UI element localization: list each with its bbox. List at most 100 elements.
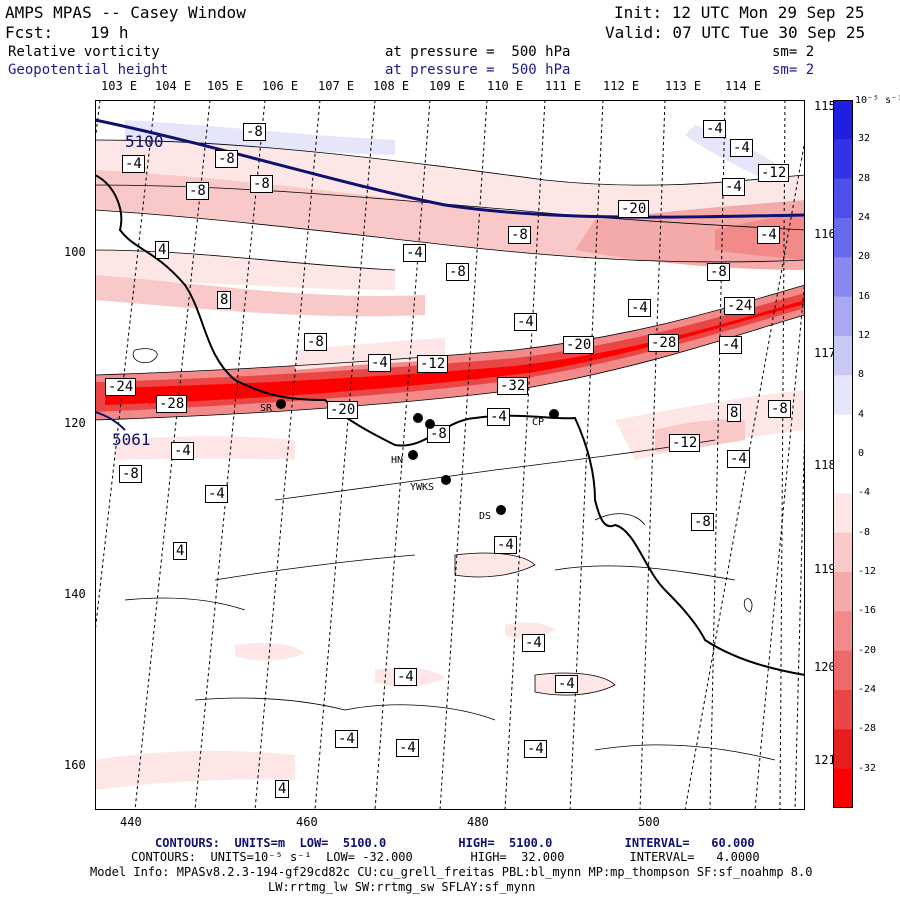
vort-label: -4	[514, 313, 537, 331]
colorbar-label: 0	[858, 448, 865, 459]
vort-label: 4	[155, 241, 170, 259]
colorbar-label: 16	[858, 290, 871, 302]
vort-label: -8	[707, 263, 730, 281]
footer-physics-info: LW:rrtmg_lw SW:rrtmg_sw SFLAY:sf_mynn	[268, 880, 536, 894]
colorbar-swatch	[833, 218, 853, 258]
footer-model-info: Model Info: MPASv8.2.3-194-gf29cd82c CU:…	[90, 865, 813, 879]
vort-label: -8	[186, 182, 209, 200]
y-tick-label: 120	[64, 416, 86, 430]
colorbar-label: -12	[858, 566, 877, 577]
colorbar-swatch	[833, 336, 853, 376]
colorbar-swatch	[833, 100, 853, 140]
valid-time: Valid: 07 UTC Tue 30 Sep 25	[605, 23, 866, 42]
colorbar-label: 32	[858, 133, 871, 145]
coastline	[95, 174, 805, 676]
colorbar-swatch	[833, 296, 853, 337]
init-time: Init: 12 UTC Mon 29 Sep 25	[614, 3, 865, 22]
colorbar-swatch	[833, 178, 853, 219]
colorbar-label: 20	[858, 251, 871, 263]
station-marker-sr	[276, 399, 286, 409]
footer-vorticity-contours: CONTOURS: UNITS=10⁻⁵ s⁻¹ LOW= -32.000 HI…	[131, 850, 760, 864]
colorbar-swatch	[833, 375, 853, 416]
station-label-ywks: YWKS	[410, 482, 435, 493]
colorbar-swatch	[833, 532, 853, 573]
colorbar-label: 24	[858, 212, 871, 223]
vort-label: -4	[487, 408, 510, 426]
vort-label: -8	[427, 425, 450, 443]
colorbar-label: 8	[858, 369, 865, 381]
colorbar-label: -4	[858, 487, 871, 499]
vort-label: -4	[122, 155, 145, 173]
station-marker	[425, 419, 435, 429]
forecast-hours: 19 h	[90, 23, 129, 42]
colorbar-swatch	[833, 257, 853, 298]
vort-label: -8	[691, 513, 714, 531]
field2-level: at pressure = 500 hPa	[385, 62, 571, 78]
x-tick-label: 500	[638, 815, 660, 829]
station-marker-ywks	[441, 475, 451, 485]
vort-label: -4	[722, 178, 745, 196]
vort-label: -4	[205, 485, 228, 503]
vort-label: -4	[703, 120, 726, 138]
lon-label: 114 E	[725, 79, 762, 93]
vort-label: -4	[494, 536, 517, 554]
colorbar-swatch	[833, 139, 853, 180]
height-contour-5061	[95, 411, 126, 431]
vort-label: -8	[304, 333, 327, 351]
colorbar-unit: 10⁻⁵ s⁻¹	[855, 95, 900, 106]
colorbar-label: 12	[858, 330, 871, 341]
height-contour-5100	[95, 118, 805, 219]
colorbar-swatch	[833, 572, 853, 612]
vort-label: -4	[730, 139, 753, 157]
colorbar-swatch	[833, 690, 853, 730]
product-title: AMPS MPAS -- Casey Window	[5, 3, 246, 22]
colorbar-label: -28	[858, 723, 877, 735]
vort-label: -4	[335, 730, 358, 748]
vort-label: -8	[446, 263, 469, 281]
vort-label: -20	[327, 401, 359, 419]
x-tick-label: 480	[467, 815, 489, 829]
vort-label: -20	[618, 200, 650, 218]
vort-label: -4	[394, 668, 417, 686]
vort-label: -4	[171, 442, 194, 460]
station-marker-hn	[408, 450, 418, 460]
colorbar	[833, 100, 853, 808]
footer-height-contours: CONTOURS: UNITS=m LOW= 5100.0 HIGH= 5100…	[155, 836, 755, 850]
lon-label: 104 E	[155, 79, 192, 93]
vort-label: -12	[669, 434, 701, 452]
field1-smoothing: sm= 2	[772, 44, 815, 60]
colorbar-swatch	[833, 611, 853, 652]
lon-label: 113 E	[665, 79, 702, 93]
station-label-hn: HN	[391, 455, 404, 466]
y-tick-label: 140	[64, 587, 86, 601]
vort-label: -4	[524, 740, 547, 758]
vort-label: -20	[563, 336, 595, 354]
forecast-label: Fcst:	[5, 23, 54, 42]
vort-label: 8	[217, 291, 232, 309]
lon-label: 106 E	[262, 79, 299, 93]
colorbar-swatch	[833, 414, 853, 455]
vort-label: -4	[403, 244, 426, 262]
field2-smoothing: sm= 2	[772, 62, 815, 78]
lon-label: 111 E	[545, 79, 582, 93]
vort-label: -24	[724, 297, 756, 315]
lon-label: 109 E	[429, 79, 466, 93]
vort-label: -24	[105, 378, 137, 396]
lon-label: 107 E	[318, 79, 355, 93]
colorbar-frame	[833, 100, 853, 808]
vort-label: -4	[396, 739, 419, 757]
vort-label: -8	[215, 150, 238, 168]
colorbar-swatch	[833, 768, 853, 808]
colorbar-label: -16	[858, 605, 877, 617]
height-label-5061: 5061	[112, 430, 151, 449]
colorbar-label: -8	[858, 526, 871, 538]
y-tick-label: 100	[64, 245, 86, 259]
x-tick-label: 440	[120, 815, 142, 829]
colorbar-label: -32	[858, 762, 877, 774]
vort-label: -4	[368, 354, 391, 372]
vort-label: -4	[628, 299, 651, 317]
lon-label: 103 E	[101, 79, 138, 93]
vort-label: -4	[757, 226, 780, 244]
colorbar-label: -20	[858, 644, 877, 656]
